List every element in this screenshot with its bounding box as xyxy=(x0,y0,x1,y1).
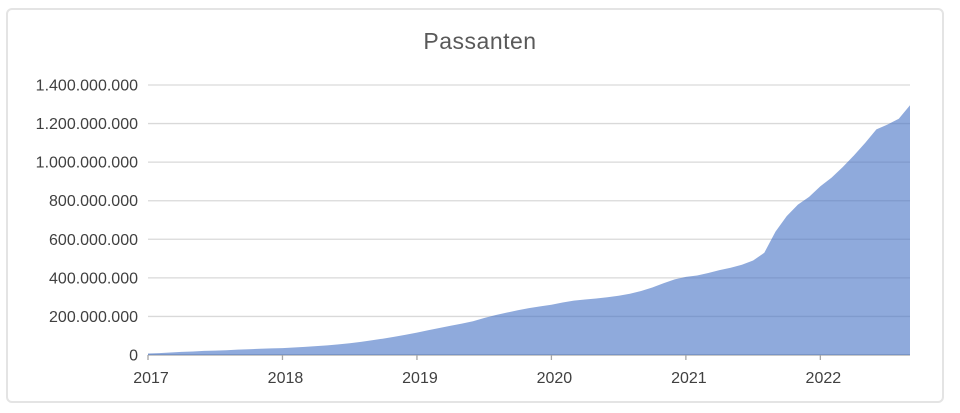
y-axis-label: 1.000.000.000 xyxy=(36,155,138,172)
y-axis-label: 200.000.000 xyxy=(49,309,138,326)
x-axis-label: 2021 xyxy=(671,370,707,387)
x-axis-label: 2020 xyxy=(537,370,573,387)
x-axis-label: 2019 xyxy=(402,370,438,387)
x-axis-label: 2022 xyxy=(806,370,842,387)
y-axis-label: 1.400.000.000 xyxy=(36,78,138,95)
y-axis-label: 800.000.000 xyxy=(49,193,138,210)
y-axis-label: 0 xyxy=(129,348,138,365)
y-axis-label: 1.200.000.000 xyxy=(36,116,138,133)
chart-title: Passanten xyxy=(423,28,537,54)
passanten-area-series xyxy=(148,105,910,355)
y-axis-label: 600.000.000 xyxy=(49,232,138,249)
x-axis-label: 2018 xyxy=(268,370,304,387)
y-axis-label: 400.000.000 xyxy=(49,270,138,287)
x-axis-label: 2017 xyxy=(133,370,169,387)
